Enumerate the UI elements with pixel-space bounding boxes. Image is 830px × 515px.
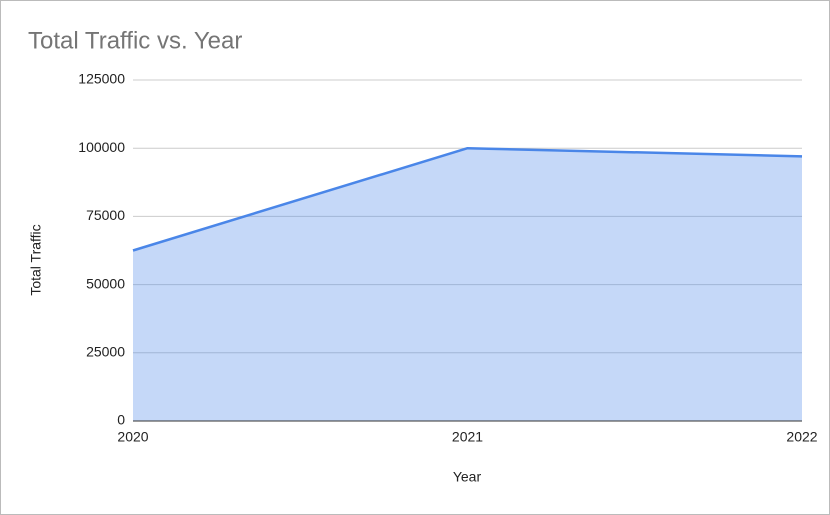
y-tick-label: 50000 <box>86 275 125 291</box>
x-tick-label: 2022 <box>786 429 817 445</box>
line <box>132 146 803 252</box>
chart-title: Total Traffic vs. Year <box>28 27 242 54</box>
y-tick-label: 0 <box>117 412 125 428</box>
y-tick-label: 25000 <box>86 344 125 360</box>
y-tick-label: 75000 <box>86 207 125 223</box>
area <box>133 148 802 421</box>
y-tick-label: 125000 <box>78 71 125 87</box>
y-axis-label: Total Traffic <box>28 224 44 295</box>
y-tick-label: 100000 <box>78 139 125 155</box>
x-tick-label: 2021 <box>452 429 483 445</box>
x-tick-label: 2020 <box>117 429 148 445</box>
x-axis-label: Year <box>453 469 482 485</box>
